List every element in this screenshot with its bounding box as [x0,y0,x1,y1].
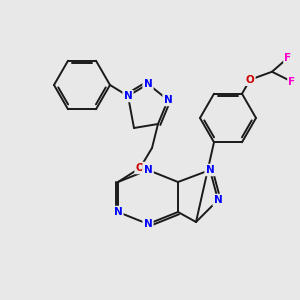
Text: N: N [164,95,172,105]
Text: O: O [246,75,254,85]
Text: N: N [144,79,152,89]
Text: N: N [144,165,152,175]
Text: N: N [124,91,132,101]
Text: O: O [136,163,144,173]
Text: N: N [214,195,222,205]
Text: F: F [284,53,292,63]
Text: N: N [206,165,214,175]
Text: N: N [144,165,152,175]
Text: N: N [114,207,122,217]
Text: N: N [144,219,152,229]
Text: F: F [288,77,296,87]
